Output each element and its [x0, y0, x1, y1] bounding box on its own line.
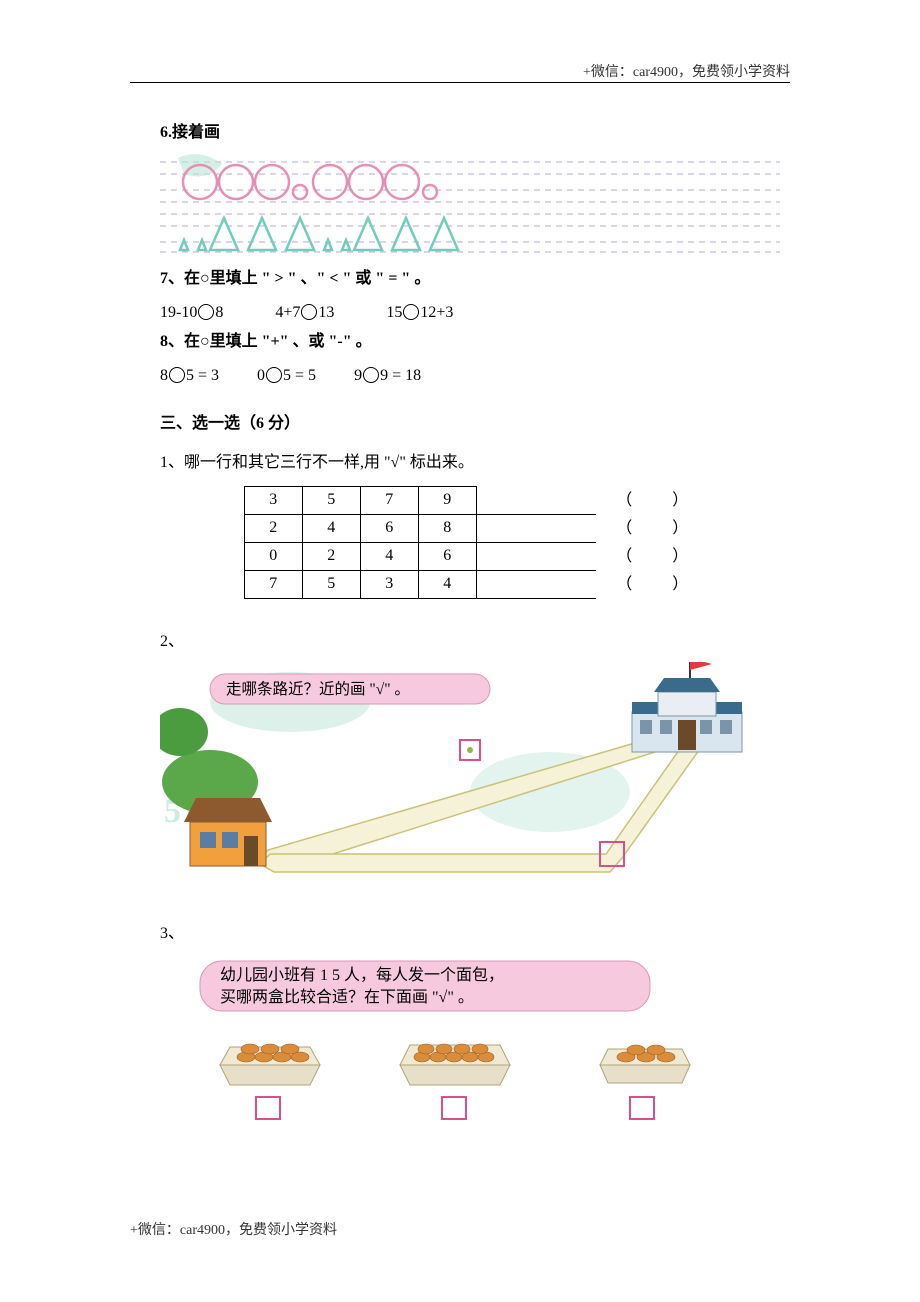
q8-e1b: 5 = 3 — [186, 367, 219, 384]
q7-title: 7、在○里填上 " > " 、" < " 或 " = " 。 — [160, 266, 790, 292]
q7-e2a: 4+7 — [275, 304, 300, 321]
blank-circle[interactable] — [301, 304, 317, 320]
q7-expressions: 19-10 8 4+7 13 15 12+3 — [160, 300, 790, 326]
q7-e3b: 12+3 — [420, 304, 453, 321]
q7-e1b: 8 — [215, 304, 223, 321]
cell: 0 — [244, 542, 302, 570]
paren[interactable]: （ ） — [616, 543, 706, 571]
q8-e3a: 9 — [354, 367, 362, 384]
q3-3-figure: 幼儿园小班有 1 5 人，每人发一个面包， 买哪两盒比较合适？在下面画 "√" … — [160, 955, 790, 1134]
cell: 4 — [360, 542, 418, 570]
number-table: 3 5 7 9 2 4 6 8 0 2 4 6 7 5 — [244, 486, 597, 599]
section3-title: 三、选一选（6 分） — [160, 411, 790, 437]
cell: 6 — [360, 514, 418, 542]
blank-circle[interactable] — [363, 367, 379, 383]
cell: 7 — [244, 570, 302, 598]
pattern-drawing — [160, 154, 790, 263]
paren-column: （ ） （ ） （ ） （ ） — [616, 486, 706, 599]
blank-circle[interactable] — [169, 367, 185, 383]
q8-e3b: 9 = 18 — [380, 367, 421, 384]
blank-circle[interactable] — [198, 304, 214, 320]
cell: 5 — [302, 486, 360, 514]
cell: 8 — [418, 514, 476, 542]
cell: 3 — [360, 570, 418, 598]
cell: 9 — [418, 486, 476, 514]
q6-title: 6.接着画 — [160, 120, 790, 146]
q3-3-line1: 幼儿园小班有 1 5 人，每人发一个面包， — [220, 965, 504, 987]
cell: 4 — [418, 570, 476, 598]
blank-circle[interactable] — [266, 367, 282, 383]
table-row: 0 2 4 6 — [244, 542, 596, 570]
q3-1-table-wrap: 3 5 7 9 2 4 6 8 0 2 4 6 7 5 — [160, 486, 790, 599]
cell-blank — [476, 486, 596, 514]
cell-blank — [476, 542, 596, 570]
table-row: 2 4 6 8 — [244, 514, 596, 542]
q7-e2b: 13 — [318, 304, 334, 321]
cell-blank — [476, 570, 596, 598]
q3-2-figure: 51 — [160, 662, 790, 891]
q3-2-num: 2、 — [160, 629, 790, 655]
page-content: 6.接着画 — [160, 120, 790, 1133]
q8-e1a: 8 — [160, 367, 168, 384]
q3-1-title: 1、哪一行和其它三行不一样,用 "√" 标出来。 — [160, 450, 790, 476]
cell: 7 — [360, 486, 418, 514]
table-row: 7 5 3 4 — [244, 570, 596, 598]
cell: 6 — [418, 542, 476, 570]
q8-e2b: 5 = 5 — [283, 367, 316, 384]
q3-3-line2: 买哪两盒比较合适？在下面画 "√" 。 — [220, 987, 504, 1009]
q7-e1a: 19-10 — [160, 304, 197, 321]
cell: 2 — [244, 514, 302, 542]
cell: 2 — [302, 542, 360, 570]
q8-expressions: 8 5 = 3 0 5 = 5 9 9 = 18 — [160, 363, 790, 389]
q8-title: 8、在○里填上 "+" 、或 "-" 。 — [160, 329, 790, 355]
footer-note: +微信：car4900，免费领小学资料 — [130, 1220, 337, 1242]
paren[interactable]: （ ） — [616, 571, 706, 599]
paren[interactable]: （ ） — [616, 487, 706, 515]
q8-e2a: 0 — [257, 367, 265, 384]
q3-3-num: 3、 — [160, 921, 790, 947]
cell: 4 — [302, 514, 360, 542]
blank-circle[interactable] — [403, 304, 419, 320]
cell: 3 — [244, 486, 302, 514]
paren[interactable]: （ ） — [616, 515, 706, 543]
header-rule — [130, 82, 790, 83]
q7-e3a: 15 — [386, 304, 402, 321]
q3-2-banner-text: 走哪条路近？近的画 "√" 。 — [226, 678, 410, 703]
cell: 5 — [302, 570, 360, 598]
cell-blank — [476, 514, 596, 542]
table-row: 3 5 7 9 — [244, 486, 596, 514]
q3-3-banner-text: 幼儿园小班有 1 5 人，每人发一个面包， 买哪两盒比较合适？在下面画 "√" … — [220, 965, 504, 1010]
